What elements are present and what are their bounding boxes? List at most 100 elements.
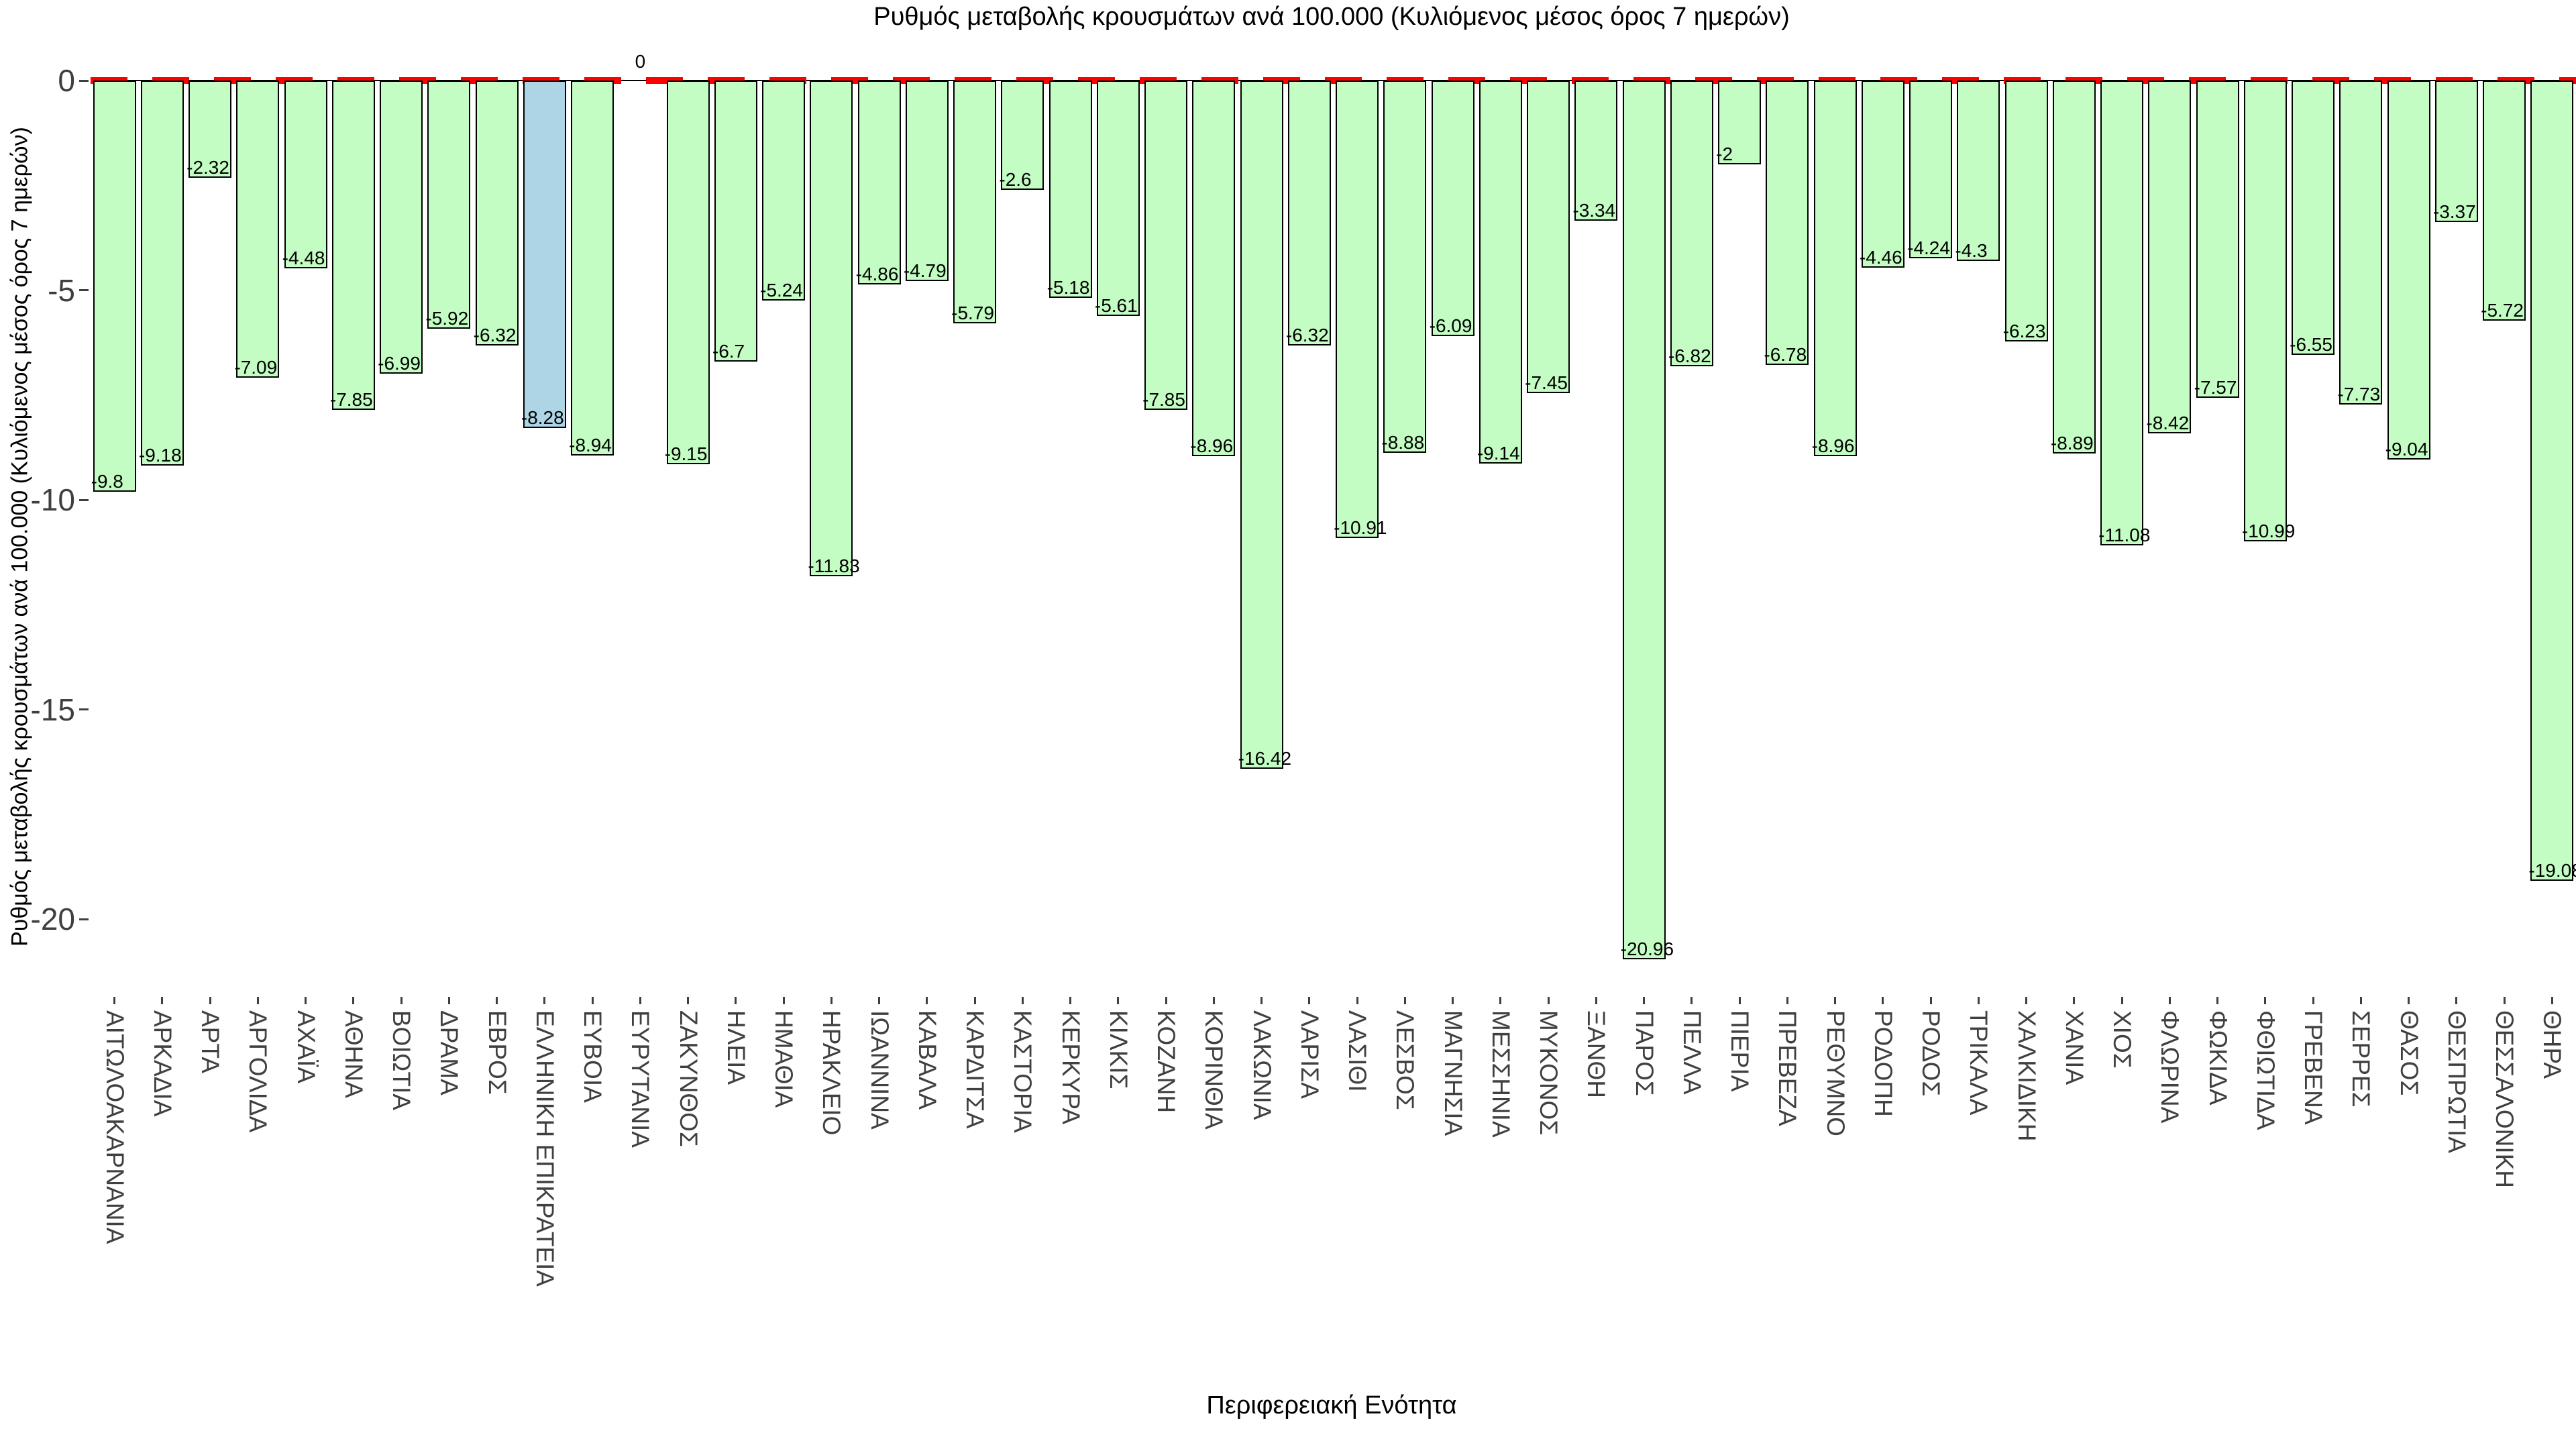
bar-ΗΡΑΚΛΕΙΟ	[810, 80, 853, 577]
bar-value-label: -6.09	[1429, 315, 1472, 336]
x-tick-label: ΜΕΣΣΗΝΙΑ	[1487, 1010, 1515, 1138]
x-tick-mark	[496, 997, 498, 1004]
bar-ΚΑΡΔΙΤΣΑ	[953, 80, 997, 323]
y-tick-label: -10	[30, 482, 75, 517]
bar-ΠΡΕΒΕΖΑ	[1766, 80, 1809, 365]
bar-value-label: -16.42	[1238, 748, 1292, 769]
x-tick-label: ΓΡΕΒΕΝΑ	[2300, 1010, 2328, 1125]
x-tick-label: ΘΗΡΑ	[2538, 1010, 2567, 1079]
bar-ΑΡΤΑ	[189, 80, 232, 178]
x-tick-mark	[1308, 997, 1311, 1004]
bar-ΑΡΓΟΛΙΔΑ	[236, 80, 280, 378]
bar-ΜΕΣΣΗΝΙΑ	[1479, 80, 1522, 464]
x-tick-label: ΕΒΡΟΣ	[483, 1010, 511, 1095]
bar-value-label: -11.08	[2098, 524, 2151, 545]
x-tick-mark	[1929, 997, 1932, 1004]
bar-ΕΒΡΟΣ	[475, 80, 519, 345]
y-tick-label: 0	[58, 63, 75, 98]
bar-ΜΑΓΝΗΣΙΑ	[1431, 80, 1474, 336]
x-tick-mark	[1403, 997, 1406, 1004]
x-tick-label: ΗΛΕΙΑ	[722, 1010, 750, 1085]
x-tick-label: ΖΑΚΥΝΘΟΣ	[674, 1010, 702, 1147]
x-tick-mark	[1690, 997, 1693, 1004]
bar-ΛΕΣΒΟΣ	[1383, 80, 1427, 453]
x-tick-label: ΙΩΑΝΝΙΝΑ	[865, 1010, 894, 1130]
bar-value-label: -4.3	[1955, 239, 1988, 261]
bar-value-label: -6.55	[2290, 334, 2332, 356]
x-tick-mark	[782, 997, 785, 1004]
bar-ΛΑΣΙΘΙ	[1336, 80, 1379, 538]
bar-value-label: -6.99	[378, 352, 421, 374]
x-tick-label: ΛΕΣΒΟΣ	[1391, 1010, 1419, 1110]
bar-ΓΡΕΒΕΝΑ	[2292, 80, 2335, 356]
bar-value-label: -5.79	[951, 302, 994, 323]
bar-ΚΟΖΑΝΗ	[1144, 80, 1188, 410]
bar-value-label: -7.73	[2337, 384, 2381, 405]
bar-value-label: -9.04	[2385, 439, 2428, 460]
bar-value-label: -9.14	[1477, 443, 1520, 464]
x-tick-mark	[1069, 997, 1072, 1004]
bar-value-label: -4.46	[1859, 246, 1902, 268]
x-tick-label: ΕΛΛΗΝΙΚΗ ΕΠΙΚΡΑΤΕΙΑ	[531, 1010, 559, 1287]
x-tick-mark	[926, 997, 928, 1004]
bar-value-label: -3.37	[2432, 201, 2476, 222]
x-tick-mark	[305, 997, 307, 1004]
x-tick-label: ΜΑΓΝΗΣΙΑ	[1439, 1010, 1467, 1136]
x-tick-mark	[400, 997, 402, 1004]
bar-ΦΛΩΡΙΝΑ	[2148, 80, 2192, 434]
x-tick-mark	[1547, 997, 1550, 1004]
x-tick-label: ΦΩΚΙΔΑ	[2204, 1010, 2232, 1106]
x-tick-mark	[113, 997, 116, 1004]
y-tick-label: -5	[48, 272, 75, 308]
x-tick-mark	[2025, 997, 2028, 1004]
bar-ΧΙΟΣ	[2100, 80, 2144, 545]
y-tick-mark	[79, 918, 89, 920]
bar-value-label: -8.42	[2146, 413, 2190, 434]
x-tick-label: ΛΑΣΙΘΙ	[1344, 1010, 1372, 1092]
x-tick-mark	[2216, 997, 2219, 1004]
bar-value-label: -2.6	[999, 168, 1032, 190]
bar-value-label: -9.15	[664, 443, 708, 464]
bar-ΧΑΛΚΙΔΙΚΗ	[2004, 80, 2048, 342]
x-tick-mark	[1165, 997, 1167, 1004]
x-tick-mark	[2312, 997, 2314, 1004]
bar-value-label: -20.96	[1620, 938, 1674, 959]
bar-value-label: -7.85	[329, 388, 373, 410]
bar-value-label: -5.61	[1094, 294, 1138, 316]
bar-ΑΧΑΪΑ	[284, 80, 327, 268]
bar-ΞΑΝΘΗ	[1574, 80, 1618, 221]
bar-value-label: -2.32	[186, 157, 229, 178]
bar-ΚΑΒΑΛΑ	[905, 80, 949, 282]
bar-ΜΥΚΟΝΟΣ	[1527, 80, 1570, 393]
x-tick-mark	[735, 997, 737, 1004]
x-tick-label: ΜΥΚΟΝΟΣ	[1535, 1010, 1563, 1136]
x-tick-mark	[1356, 997, 1358, 1004]
bar-ΑΡΚΑΔΙΑ	[140, 80, 184, 466]
x-tick-label: ΡΟΔΟΣ	[1917, 1010, 1945, 1097]
bar-value-label: -9.18	[138, 444, 182, 466]
x-tick-mark	[543, 997, 546, 1004]
x-tick-mark	[1499, 997, 1502, 1004]
bar-ΡΟΔΟΠΗ	[1861, 80, 1904, 268]
x-tick-label: ΑΡΤΑ	[197, 1010, 225, 1073]
x-tick-label: ΗΡΑΚΛΕΙΟ	[818, 1010, 846, 1136]
bar-ΕΥΒΟΙΑ	[571, 80, 614, 455]
bar-ΡΟΔΟΣ	[1909, 80, 1953, 258]
bar-value-label: -19.08	[2528, 859, 2576, 881]
x-tick-mark	[2408, 997, 2410, 1004]
bar-ΛΑΚΩΝΙΑ	[1240, 80, 1283, 769]
x-tick-mark	[447, 997, 450, 1004]
x-tick-label: ΘΑΣΟΣ	[2395, 1010, 2423, 1096]
x-tick-mark	[2121, 997, 2123, 1004]
x-tick-mark	[2264, 997, 2267, 1004]
x-tick-mark	[1977, 997, 1980, 1004]
bar-value-label: -8.28	[521, 407, 564, 428]
x-tick-label: ΔΡΑΜΑ	[435, 1010, 464, 1095]
bar-ΕΛΛΗΝΙΚΗ ΕΠΙΚΡΑΤΕΙΑ	[523, 80, 566, 428]
bar-value-label: -5.18	[1046, 276, 1090, 298]
x-tick-label: ΧΑΛΚΙΔΙΚΗ	[2012, 1010, 2041, 1142]
x-tick-mark	[830, 997, 833, 1004]
x-tick-mark	[1643, 997, 1646, 1004]
x-tick-label: ΕΥΒΟΙΑ	[579, 1010, 607, 1103]
